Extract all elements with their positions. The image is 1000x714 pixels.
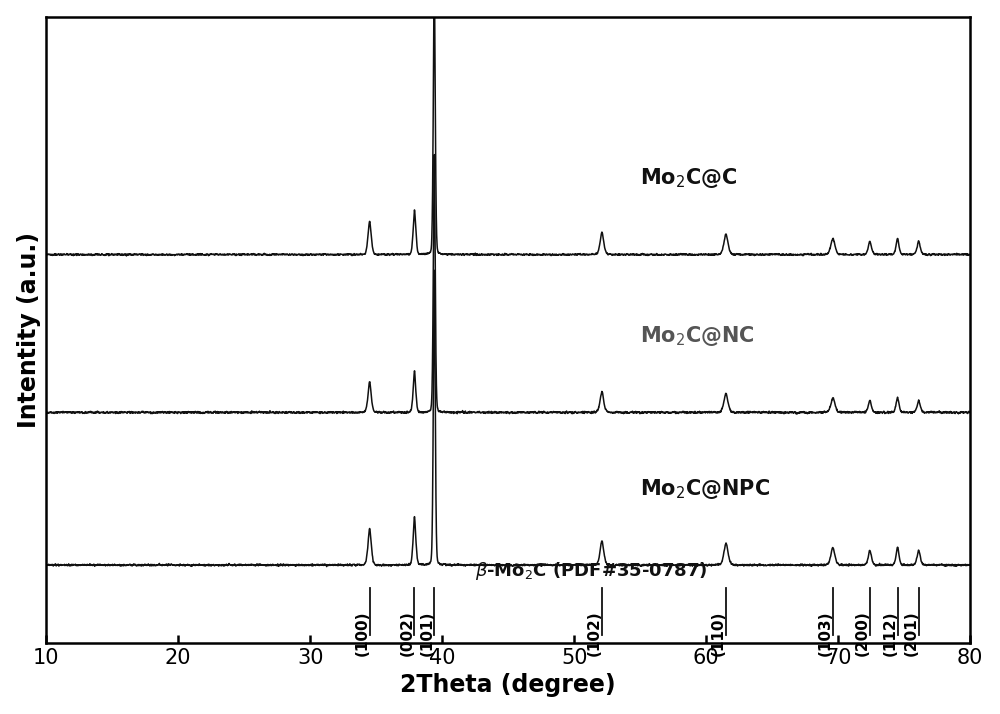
X-axis label: 2Theta (degree): 2Theta (degree) bbox=[400, 673, 616, 698]
Text: Mo$_2$C@NC: Mo$_2$C@NC bbox=[640, 324, 755, 348]
Text: $\beta$-Mo$_2$C (PDF#35-0787): $\beta$-Mo$_2$C (PDF#35-0787) bbox=[475, 560, 708, 583]
Text: (200): (200) bbox=[855, 610, 870, 656]
Text: Mo$_2$C@C: Mo$_2$C@C bbox=[640, 166, 738, 191]
Text: (110): (110) bbox=[711, 610, 726, 656]
Text: (002): (002) bbox=[399, 610, 414, 656]
Text: (100): (100) bbox=[355, 610, 370, 656]
Y-axis label: Intentity (a.u.): Intentity (a.u.) bbox=[17, 232, 41, 428]
Text: Mo$_2$C@NPC: Mo$_2$C@NPC bbox=[640, 477, 770, 501]
Text: (103): (103) bbox=[818, 610, 833, 656]
Text: (101): (101) bbox=[419, 610, 434, 656]
Text: (201): (201) bbox=[904, 610, 919, 656]
Text: (102): (102) bbox=[587, 610, 602, 656]
Text: (112): (112) bbox=[883, 610, 898, 656]
